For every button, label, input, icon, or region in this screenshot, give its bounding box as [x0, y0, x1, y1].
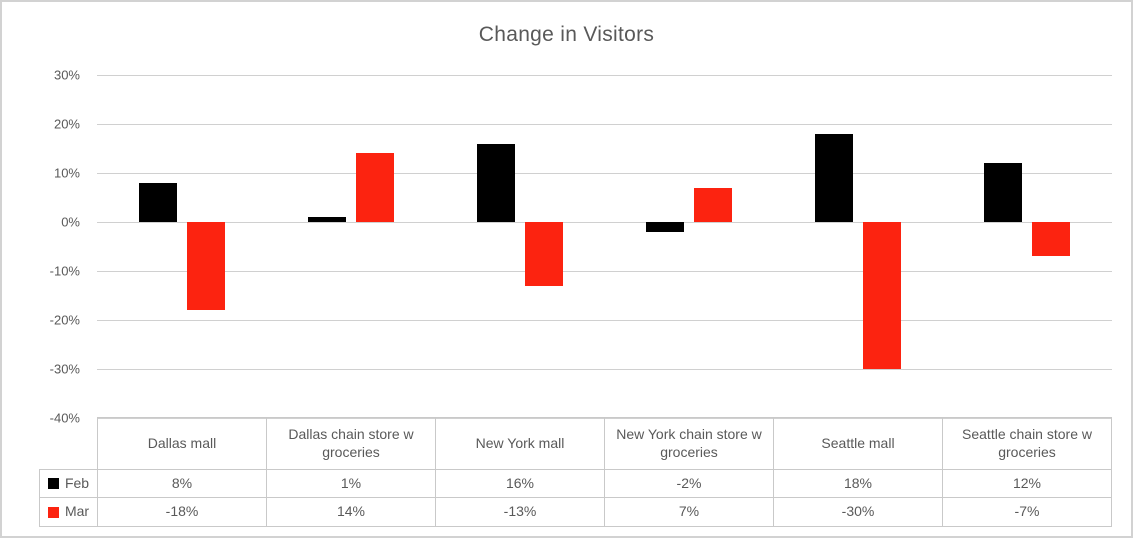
bar-mar-2 — [355, 153, 394, 222]
table-cell: 8% — [97, 469, 267, 498]
bar-mar-3 — [524, 222, 563, 286]
table-cell: -13% — [435, 497, 605, 527]
series-label: Mar — [64, 503, 90, 520]
table-row-feb: Feb 8% 1% 16% -2% 18% 12% — [39, 469, 1112, 498]
table-cell: -2% — [604, 469, 774, 498]
table-corner-cell — [40, 418, 98, 470]
bar-mar-1 — [186, 222, 225, 311]
y-tick-label: 10% — [53, 165, 80, 181]
bar-feb-2 — [307, 217, 346, 222]
y-tick-label: 20% — [53, 116, 80, 132]
y-tick-label: 0% — [61, 214, 80, 230]
bar-feb-6 — [984, 163, 1023, 222]
legend-item-mar: Mar — [39, 497, 98, 527]
column-header: New York chain store w groceries — [604, 417, 774, 470]
table-cell: -30% — [773, 497, 943, 527]
bar-mar-4 — [694, 187, 733, 222]
gridline — [97, 222, 1112, 223]
y-tick-label: -40% — [49, 410, 80, 426]
gridline — [97, 124, 1112, 125]
gridline — [97, 369, 1112, 370]
table-cell: 7% — [604, 497, 774, 527]
column-header: Seattle mall — [773, 417, 943, 470]
bar-feb-1 — [138, 182, 177, 222]
y-tick-label: -30% — [49, 361, 80, 377]
gridline — [97, 173, 1112, 174]
table-cell: 1% — [266, 469, 436, 498]
table-cell: 18% — [773, 469, 943, 498]
chart-title: Change in Visitors — [478, 23, 655, 46]
mar-series-marker-icon — [47, 506, 59, 518]
bar-feb-5 — [815, 133, 854, 222]
column-header: Seattle chain store w groceries — [942, 417, 1112, 470]
y-axis: 30% 20% 10% 0% -10% -20% -30% -40% — [2, 68, 80, 426]
table-row-mar: Mar -18% 14% -13% 7% -30% -7% — [39, 497, 1112, 527]
table-header-row: Dallas mall Dallas chain store w groceri… — [40, 417, 1112, 470]
bar-mar-6 — [1032, 222, 1071, 257]
bar-feb-3 — [476, 143, 515, 222]
table-cell: 14% — [266, 497, 436, 527]
column-header: Dallas mall — [97, 417, 267, 470]
table-cell: 12% — [942, 469, 1112, 498]
column-header: Dallas chain store w groceries — [266, 417, 436, 470]
table-cell: 16% — [435, 469, 605, 498]
bar-feb-4 — [646, 222, 685, 232]
gridline — [97, 271, 1112, 272]
plot-area — [97, 75, 1112, 419]
table-cell: -7% — [942, 497, 1112, 527]
data-table: Dallas mall Dallas chain store w groceri… — [39, 417, 1112, 527]
table-cell: -18% — [97, 497, 267, 527]
legend-item-feb: Feb — [39, 469, 98, 498]
y-tick-label: -20% — [49, 312, 80, 328]
series-label: Feb — [64, 474, 90, 491]
gridline — [97, 320, 1112, 321]
gridline — [97, 75, 1112, 76]
y-tick-label: 30% — [53, 67, 80, 83]
column-header: New York mall — [435, 417, 605, 470]
bar-mar-5 — [863, 222, 902, 369]
y-tick-label: -10% — [49, 263, 80, 279]
feb-series-marker-icon — [47, 478, 59, 489]
